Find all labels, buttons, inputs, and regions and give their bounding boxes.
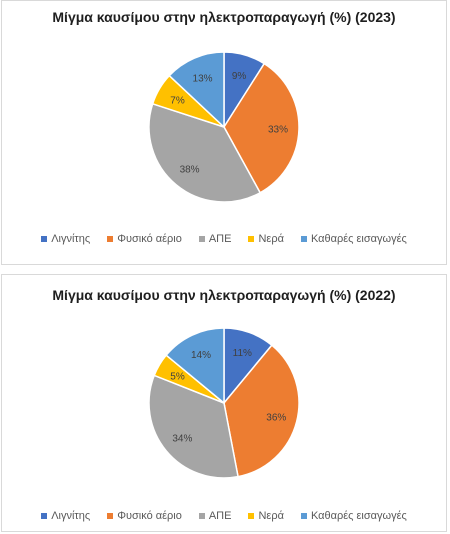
chart-title: Μίγμα καυσίμου στην ηλεκτροπαραγωγή (%) … [52,287,396,303]
chart-title: Μίγμα καυσίμου στην ηλεκτροπαραγωγή (%) … [52,9,396,25]
legend-label: Λιγνίτης [51,233,91,245]
data-label-res: 34% [172,433,192,444]
legend-swatch [107,513,114,519]
legend-label: Λιγνίτης [51,510,91,522]
legend-item-hydro: Νερά [248,233,284,245]
legend-label: Νερά [258,510,284,522]
legend-label: Καθαρές εισαγωγές [310,510,407,522]
legend-label: Φυσικό αέριο [117,510,182,522]
legend-swatch [198,513,205,519]
pie-slice-res [148,102,262,203]
pie-slice-net-imports [168,51,225,129]
legend-swatch [300,513,307,519]
legend-label: Νερά [258,233,284,245]
pie-chart: 9% 33% 38% 7% 13% [148,51,300,203]
legend-swatch [248,236,255,242]
chart-panel-2022: Μίγμα καυσίμου στην ηλεκτροπαραγωγή (%) … [1,274,447,532]
legend-swatch [300,236,307,242]
legend-label: Φυσικό αέριο [117,233,182,245]
data-label-lignite: 9% [232,71,247,82]
data-label-natural-gas: 33% [268,125,288,136]
legend-item-lignite: Λιγνίτης [41,233,90,245]
chart-panel-2023: Μίγμα καυσίμου στην ηλεκτροπαραγωγή (%) … [1,0,447,265]
pie-chart: 11% 36% 34% 5% 14% [148,327,300,479]
legend-label: ΑΠΕ [208,510,232,522]
data-label-res: 38% [180,165,200,176]
data-label-net-imports: 13% [193,73,213,84]
legend-item-res: ΑΠΕ [198,510,232,522]
legend-item-net-imports: Καθαρές εισαγωγές [300,233,407,245]
pie-slice-res [148,374,239,479]
legend-item-natural-gas: Φυσικό αέριο [107,510,182,522]
legend-item-lignite: Λιγνίτης [41,510,90,522]
chart-legend: Λιγνίτης Φυσικό αέριο ΑΠΕ Νερά Καθαρές ε… [2,510,446,522]
legend-swatch [198,236,205,242]
pie-slice-net-imports [165,327,225,405]
legend-label: ΑΠΕ [208,233,232,245]
pie-slice-natural-gas [223,344,300,478]
legend-item-net-imports: Καθαρές εισαγωγές [300,510,407,522]
legend-swatch [41,236,48,242]
legend-item-natural-gas: Φυσικό αέριο [107,233,182,245]
legend-item-res: ΑΠΕ [198,233,232,245]
legend-swatch [248,513,255,519]
data-label-natural-gas: 36% [266,412,286,423]
data-label-lignite: 11% [233,348,252,359]
chart-legend: Λιγνίτης Φυσικό αέριο ΑΠΕ Νερά Καθαρές ε… [2,233,446,245]
data-label-net-imports: 14% [191,350,211,361]
data-label-hydro: 5% [170,372,185,383]
data-label-hydro: 7% [170,96,185,107]
legend-item-hydro: Νερά [248,510,284,522]
legend-swatch [107,236,114,242]
legend-label: Καθαρές εισαγωγές [310,233,407,245]
legend-swatch [41,513,48,519]
